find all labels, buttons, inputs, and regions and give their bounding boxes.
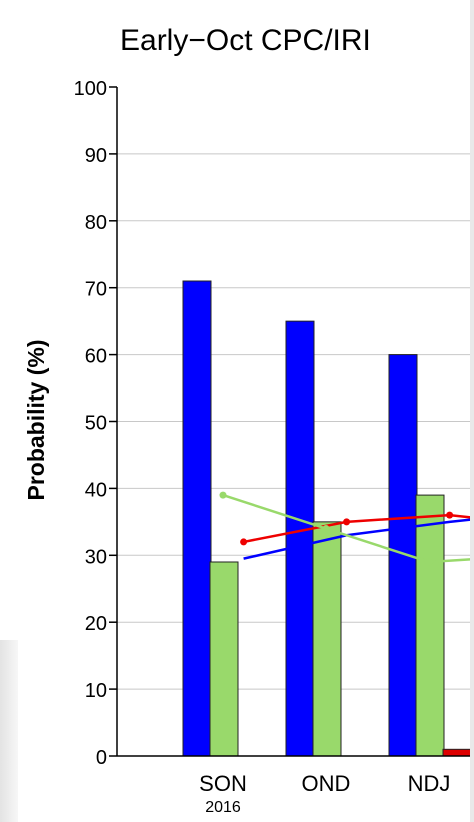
x-tick-label: SON xyxy=(199,771,247,796)
x-tick-sublabel: 2016 xyxy=(205,799,241,816)
bar xyxy=(442,748,472,757)
y-tick-label: 20 xyxy=(85,613,107,635)
y-tick-label: 10 xyxy=(85,680,107,702)
axes xyxy=(109,86,474,757)
line-marker xyxy=(343,518,351,526)
bars xyxy=(182,280,472,757)
x-tick-labels: SON 2016 OND NDJ xyxy=(199,771,450,816)
x-tick-label: OND xyxy=(302,771,351,796)
bar xyxy=(285,320,315,757)
bar xyxy=(182,280,212,757)
lines xyxy=(219,491,474,566)
y-tick-label: 0 xyxy=(96,747,107,769)
bar xyxy=(312,521,342,757)
page-edge xyxy=(470,0,474,822)
y-tick-label: 90 xyxy=(85,145,107,167)
line-marker xyxy=(219,491,227,499)
series-line xyxy=(243,513,474,544)
line-marker xyxy=(446,511,454,519)
line-marker xyxy=(322,525,330,533)
line-marker xyxy=(425,558,433,566)
y-tick-label: 100 xyxy=(74,78,107,100)
y-tick-label: 80 xyxy=(85,212,107,234)
line-marker xyxy=(240,538,248,546)
bar xyxy=(209,561,239,757)
y-tick-label: 60 xyxy=(85,346,107,368)
bar xyxy=(415,494,445,757)
y-tick-label: 70 xyxy=(85,279,107,301)
y-tick-label: 40 xyxy=(85,479,107,501)
page-shadow xyxy=(0,640,18,822)
y-tick-label: 50 xyxy=(85,413,107,435)
y-axis-label: Probability (%) xyxy=(23,339,49,500)
y-tick-label: 30 xyxy=(85,546,107,568)
series-line xyxy=(222,493,474,564)
series-line xyxy=(243,517,474,560)
x-tick-label: NDJ xyxy=(408,771,451,796)
chart-title: Early−Oct CPC/IRI xyxy=(120,24,371,57)
y-tick-labels: 0 10 20 30 40 50 60 70 80 90 100 xyxy=(74,78,107,769)
bar xyxy=(388,354,418,757)
